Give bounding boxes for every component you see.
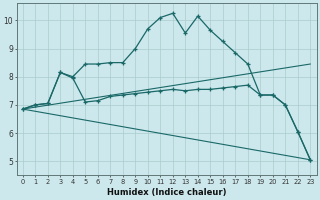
X-axis label: Humidex (Indice chaleur): Humidex (Indice chaleur) — [107, 188, 226, 197]
